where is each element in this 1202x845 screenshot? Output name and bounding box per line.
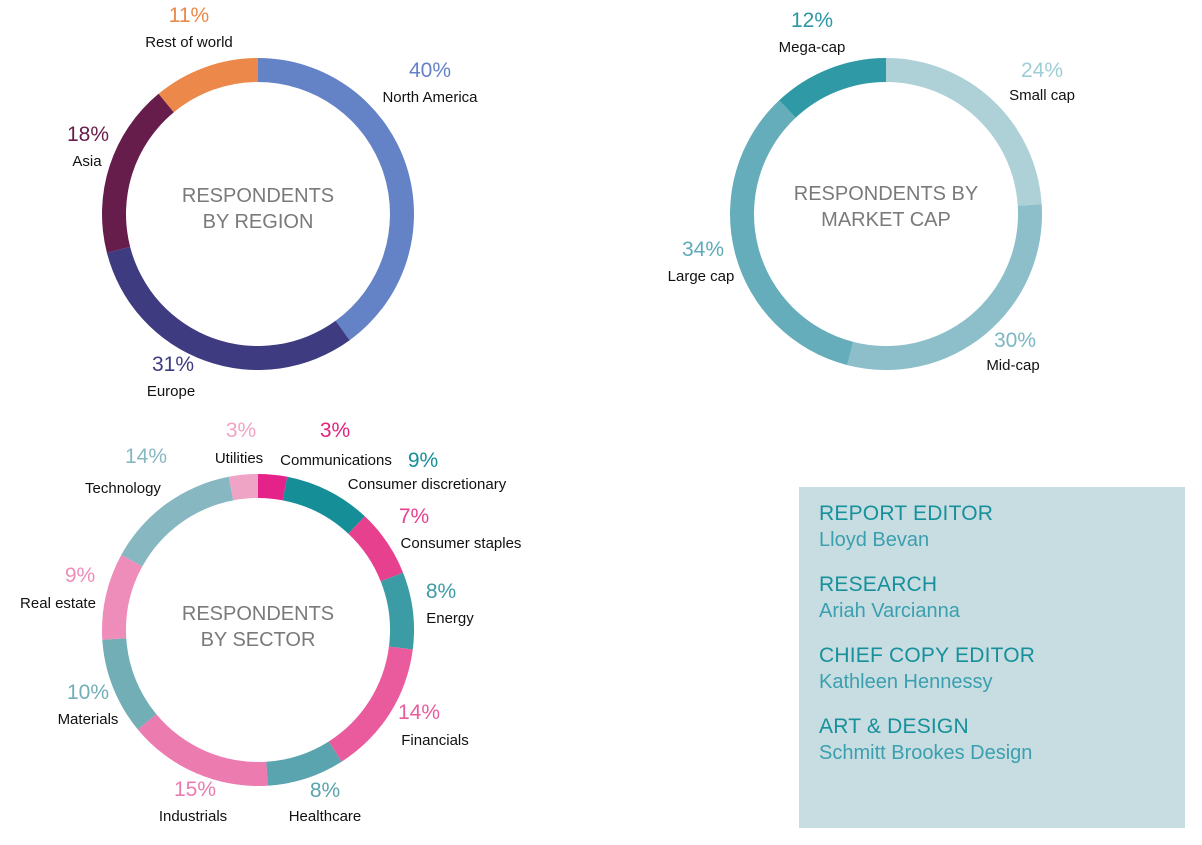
value-label-utilities: 3% <box>226 419 256 442</box>
slice-large-cap <box>730 100 854 366</box>
value-label-materials: 10% <box>67 681 109 704</box>
slice-label-materials: Materials <box>58 711 119 728</box>
value-label-europe: 31% <box>152 353 194 376</box>
credit-name: Schmitt Brookes Design <box>819 742 1033 764</box>
value-label-large-cap: 34% <box>682 238 724 261</box>
value-label-consumer-discretionary: 9% <box>408 449 438 472</box>
value-label-rest-of-world: 11% <box>169 4 209 27</box>
slice-label-mid-cap: Mid-cap <box>986 357 1039 374</box>
credit-heading: CHIEF COPY EDITOR <box>819 644 1036 667</box>
credit-research: RESEARCH Ariah Varcianna <box>819 572 1185 624</box>
slice-asia <box>101 93 174 253</box>
chart-title-line: RESPONDENTS <box>182 603 334 625</box>
value-label-mid-cap: 30% <box>994 329 1036 352</box>
slice-label-consumer-discretionary: Consumer discretionary <box>348 476 507 493</box>
credit-heading: RESEARCH <box>819 573 938 596</box>
credit-report-editor: REPORT EDITOR Lloyd Bevan <box>819 501 1185 553</box>
slice-rest-of-world <box>158 58 258 113</box>
value-label-asia: 18% <box>67 123 109 146</box>
value-label-financials: 14% <box>398 701 440 724</box>
slice-label-large-cap: Large cap <box>668 268 735 285</box>
donut-chart-respondents-by-region: 40% North America 31% Europe 18% Asia 11% Rest … <box>67 4 478 400</box>
slice-technology <box>121 476 234 567</box>
value-label-north-america: 40% <box>409 59 451 82</box>
value-label-industrials: 15% <box>174 778 216 801</box>
slice-financials <box>328 646 413 762</box>
slice-label-utilities: Utilities <box>215 450 263 467</box>
slice-label-real-estate: Real estate <box>20 595 96 612</box>
slice-label-financials: Financials <box>401 732 469 749</box>
credit-name: Ariah Varcianna <box>819 600 960 622</box>
slice-label-technology: Technology <box>85 480 161 497</box>
credit-heading: REPORT EDITOR <box>819 502 994 525</box>
credit-name: Lloyd Bevan <box>819 529 930 551</box>
slice-label-consumer-staples: Consumer staples <box>401 535 522 552</box>
credits-panel: REPORT EDITOR Lloyd Bevan RESEARCH Ariah… <box>799 487 1185 828</box>
slice-communications <box>258 474 288 501</box>
slice-materials <box>102 638 157 730</box>
chart-title-line: BY SECTOR <box>201 629 316 651</box>
value-label-communications: 3% <box>320 419 350 442</box>
slice-small-cap <box>886 58 1042 206</box>
value-label-technology: 14% <box>125 445 167 468</box>
chart-title-line: RESPONDENTS <box>182 185 334 207</box>
donut-chart-respondents-by-sector: 3% Communications 9% Consumer discretionary… <box>20 419 521 825</box>
slice-label-north-america: North America <box>382 89 478 106</box>
slice-label-mega-cap: Mega-cap <box>779 39 846 56</box>
slice-label-rest-of-world: Rest of world <box>145 34 233 51</box>
chart-title-line: RESPONDENTS BY <box>794 183 978 205</box>
slice-consumer-staples <box>348 516 404 582</box>
slice-industrials <box>137 714 268 786</box>
slice-label-communications: Communications <box>280 452 392 469</box>
value-label-consumer-staples: 7% <box>399 505 429 528</box>
slice-label-healthcare: Healthcare <box>289 808 362 825</box>
slice-label-asia: Asia <box>72 153 102 170</box>
slice-real-estate <box>102 554 143 640</box>
slice-label-small-cap: Small cap <box>1009 87 1075 104</box>
slice-consumer-discretionary <box>282 476 365 534</box>
donut-chart-respondents-by-market-cap: 24% Small cap 30% Mid-cap 34% Large cap 12% Meg… <box>668 9 1075 374</box>
slice-healthcare <box>266 741 342 786</box>
credit-heading: ART & DESIGN <box>819 715 969 738</box>
credit-name: Kathleen Hennessy <box>819 671 993 693</box>
slice-mega-cap <box>779 58 886 118</box>
slice-europe <box>106 246 350 370</box>
slice-label-energy: Energy <box>426 610 474 627</box>
value-label-mega-cap: 12% <box>791 9 833 32</box>
value-label-small-cap: 24% <box>1021 59 1063 82</box>
value-label-energy: 8% <box>426 580 456 603</box>
credit-chief-copy-editor: CHIEF COPY EDITOR Kathleen Hennessy <box>819 643 1185 695</box>
chart-title-line: MARKET CAP <box>821 209 951 231</box>
slice-label-europe: Europe <box>147 383 195 400</box>
credit-art-design: ART & DESIGN Schmitt Brookes Design <box>819 714 1185 766</box>
slice-north-america <box>258 58 414 341</box>
value-label-healthcare: 8% <box>310 779 340 802</box>
slice-energy <box>380 572 414 650</box>
value-label-real-estate: 9% <box>65 564 95 587</box>
slice-label-industrials: Industrials <box>159 808 227 825</box>
chart-title-line: BY REGION <box>203 211 314 233</box>
slice-utilities <box>228 474 258 501</box>
slice-mid-cap <box>847 204 1042 370</box>
